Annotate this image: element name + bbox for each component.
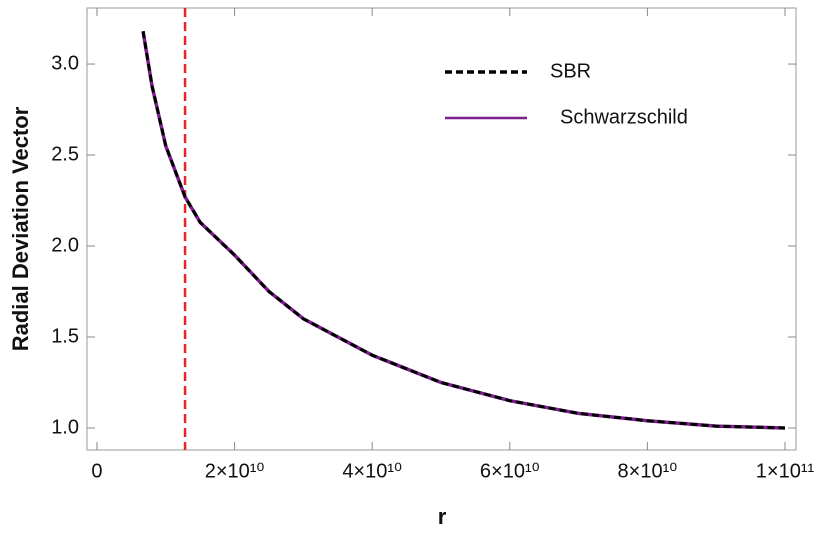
x-tick-label: 1×10¹¹ [756,460,815,482]
x-tick-label: 4×10¹⁰ [342,460,402,482]
x-tick-label: 6×10¹⁰ [480,460,540,482]
legend-label: SBR [550,60,591,82]
x-tick-label: 2×10¹⁰ [205,460,265,482]
x-tick-label: 0 [91,460,102,482]
y-tick-label: 1.0 [51,416,79,438]
y-axis-label: Radial Deviation Vector [8,106,33,351]
y-tick-label: 2.0 [51,234,79,256]
plot-frame [86,7,797,451]
y-tick-label: 2.5 [51,143,79,165]
x-tick-label: 8×10¹⁰ [618,460,678,482]
series-line [141,31,786,430]
series-line [141,31,786,430]
y-tick-label: 1.5 [51,325,79,347]
y-tick-label: 3.0 [51,52,79,74]
legend-label: Schwarzschild [560,106,688,128]
x-axis-label: r [438,504,447,529]
